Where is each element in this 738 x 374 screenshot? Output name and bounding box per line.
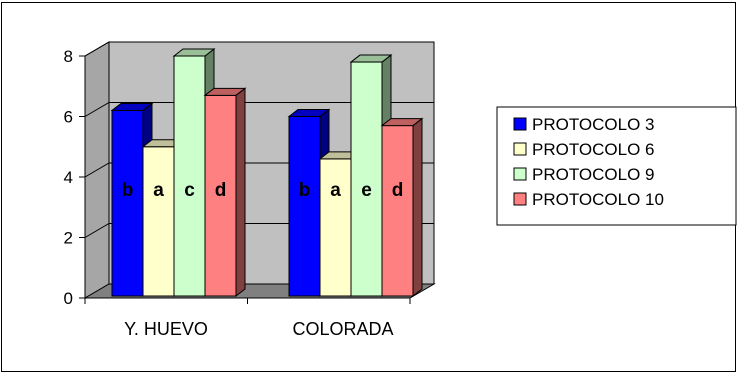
bar [319, 158, 352, 297]
legend-label: PROTOCOLO 6 [532, 140, 655, 159]
y-tick-label: 6 [64, 108, 73, 127]
legend-swatch [513, 117, 527, 131]
data-label: d [215, 180, 227, 201]
data-label: c [184, 180, 195, 201]
legend-label: PROTOCOLO 9 [532, 165, 655, 184]
bar [381, 125, 414, 297]
category-label: Y. HUEVO [124, 319, 208, 339]
legend: PROTOCOLO 3 PROTOCOLO 6 PROTOCOLO 9 PROTOCO… [496, 106, 737, 226]
legend-box [496, 106, 737, 226]
y-tick-label: 8 [64, 47, 73, 66]
data-label: b [122, 180, 134, 201]
bar [173, 55, 206, 297]
data-label: e [361, 180, 372, 201]
bar-top [287, 109, 331, 117]
gridline [84, 41, 434, 57]
bar-side [412, 117, 423, 298]
bar [111, 109, 144, 297]
bar [142, 146, 175, 297]
y-tick-label: 2 [64, 229, 73, 248]
legend-swatch [513, 142, 527, 156]
data-label: a [153, 180, 164, 201]
y-tick-label: 0 [64, 289, 73, 308]
legend-label: PROTOCOLO 3 [532, 115, 655, 134]
bar [288, 116, 321, 297]
category-label: COLORADA [292, 319, 393, 339]
bar [204, 94, 237, 297]
legend-swatch [513, 192, 527, 206]
bar-top [349, 54, 393, 63]
legend-label: PROTOCOLO 10 [532, 190, 664, 209]
data-label: a [330, 180, 341, 201]
data-label: d [392, 180, 404, 201]
y-tick-label: 4 [64, 168, 73, 187]
data-label: b [299, 180, 311, 201]
legend-swatch [513, 167, 527, 181]
bar-side [235, 87, 246, 298]
bar-top [203, 87, 247, 96]
bar-top [380, 118, 424, 127]
bar-top [110, 102, 154, 111]
bar-top [172, 48, 216, 57]
gridline [84, 102, 434, 117]
